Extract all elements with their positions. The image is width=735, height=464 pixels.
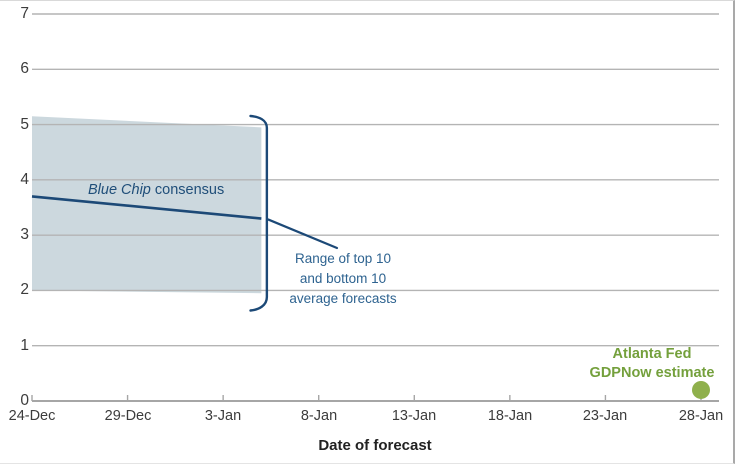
gdpnow-annotation-line1: Atlanta Fed <box>612 346 692 362</box>
blue-chip-consensus-label-italic: Blue Chip <box>88 182 151 198</box>
range-annotation-line2: and bottom 10 <box>299 271 387 286</box>
x-tick-label: 8-Jan <box>300 408 338 424</box>
gdpnow-annotation: Atlanta Fed GDPNow estimate <box>590 345 715 383</box>
y-tick-label: 5 <box>20 116 29 133</box>
gdpnow-annotation-line2: GDPNow estimate <box>589 365 715 381</box>
x-tick-label: 18-Jan <box>487 408 533 424</box>
gdpnow-estimate-point <box>692 380 710 399</box>
x-tick-label: 29-Dec <box>104 408 152 424</box>
y-tick-label: 6 <box>20 60 29 77</box>
y-tick-label: 7 <box>20 5 29 22</box>
y-tick-label: 0 <box>20 392 29 409</box>
y-tick-label: 4 <box>20 171 29 188</box>
range-bracket <box>249 114 269 312</box>
forecast-range-band <box>32 116 262 294</box>
range-annotation-line1: Range of top 10 <box>294 251 392 266</box>
blue-chip-consensus-label: Blue Chip consensus <box>88 182 224 198</box>
y-tick-label: 1 <box>20 337 29 354</box>
x-tick-label: 3-Jan <box>204 408 242 424</box>
x-axis-title: Date of forecast <box>318 437 432 454</box>
x-tick-label: 13-Jan <box>391 408 437 424</box>
x-tick-label: 24-Dec <box>8 408 56 424</box>
x-tick-label: 28-Jan <box>678 408 724 424</box>
y-tick-label: 3 <box>20 226 29 243</box>
blue-chip-consensus-line <box>31 195 262 220</box>
blue-chip-consensus-label-rest: consensus <box>150 182 225 198</box>
annotation-leader-line <box>267 218 339 250</box>
y-tick-label: 2 <box>20 281 29 298</box>
range-annotation: Range of top 10 and bottom 10 average fo… <box>289 249 396 309</box>
range-annotation-line3: average forecasts <box>289 291 397 306</box>
x-tick-label: 23-Jan <box>582 408 628 424</box>
